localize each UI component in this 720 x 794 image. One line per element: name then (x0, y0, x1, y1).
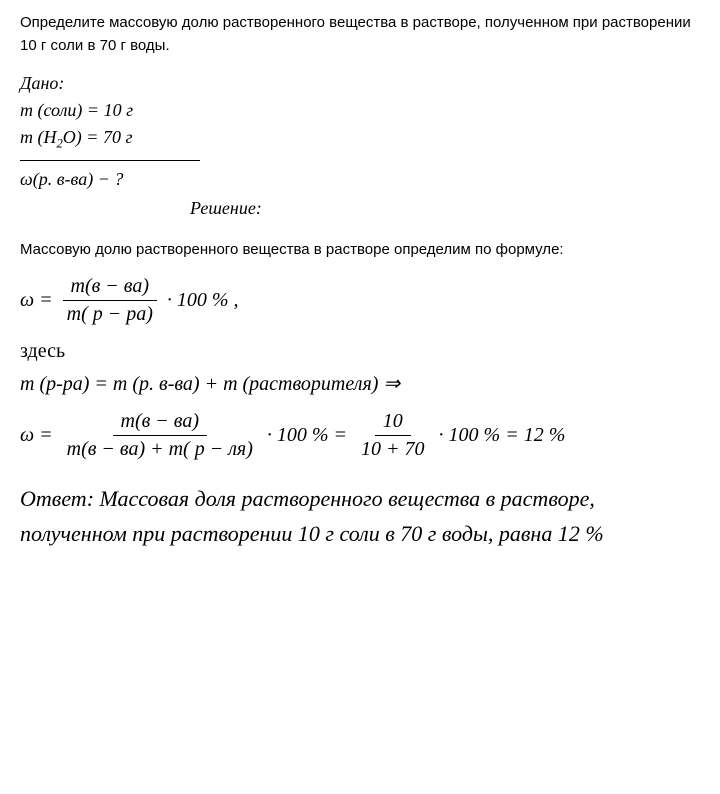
formula-tail: · 100 % , (167, 289, 239, 312)
given-salt-value: 10 г (104, 100, 134, 120)
given-line-water: m (H2O) = 70 г (20, 127, 700, 152)
problem-statement: Определите массовую долю растворенного в… (20, 12, 700, 57)
derivation-line: m (р-ра) = m (р. в-ва) + m (растворителя… (20, 371, 700, 396)
formula2-mid: · 100 % = (267, 424, 347, 447)
formula2-den2: 10 + 70 (353, 436, 433, 461)
answer-label: Ответ: (20, 486, 100, 511)
formula2-tail: · 100 % = 12 % (439, 424, 566, 447)
formula2-den1: m(в − ва) + m( р − ля) (59, 436, 261, 461)
given-water-prefix: m (H (20, 127, 57, 147)
formula-main: ω = m(в − ва) m( p − ра) · 100 % , (20, 275, 700, 326)
given-salt-prefix: m (соли) = (20, 100, 104, 120)
given-water-value: 70 г (103, 127, 133, 147)
answer-block: Ответ: Массовая доля растворенного вещес… (20, 481, 700, 551)
formula-numerator: m(в − ва) (63, 275, 158, 301)
given-line-salt: m (соли) = 10 г (20, 100, 700, 121)
find-line: ω(р. в-ва) − ? (20, 169, 700, 190)
formula-denominator: m( p − ра) (59, 301, 161, 326)
solution-intro: Массовую долю растворенного вещества в р… (20, 239, 700, 262)
formula2-fraction2: 10 10 + 70 (353, 410, 433, 461)
given-header: Дано: (20, 73, 700, 94)
formula2-fraction1: m(в − ва) m(в − ва) + m( р − ля) (59, 410, 261, 461)
given-divider (20, 160, 200, 161)
formula-lhs: ω = (20, 289, 53, 312)
given-water-suffix: O) = (63, 127, 103, 147)
here-label: здесь (20, 340, 700, 363)
answer-text: Массовая доля растворенного вещества в р… (20, 486, 604, 546)
formula2-num1: m(в − ва) (113, 410, 208, 436)
formula2-num2: 10 (375, 410, 411, 436)
formula-fraction: m(в − ва) m( p − ра) (59, 275, 161, 326)
formula2-lhs: ω = (20, 424, 53, 447)
solution-header: Решение: (190, 198, 700, 219)
formula-substituted: ω = m(в − ва) m(в − ва) + m( р − ля) · 1… (20, 410, 700, 461)
